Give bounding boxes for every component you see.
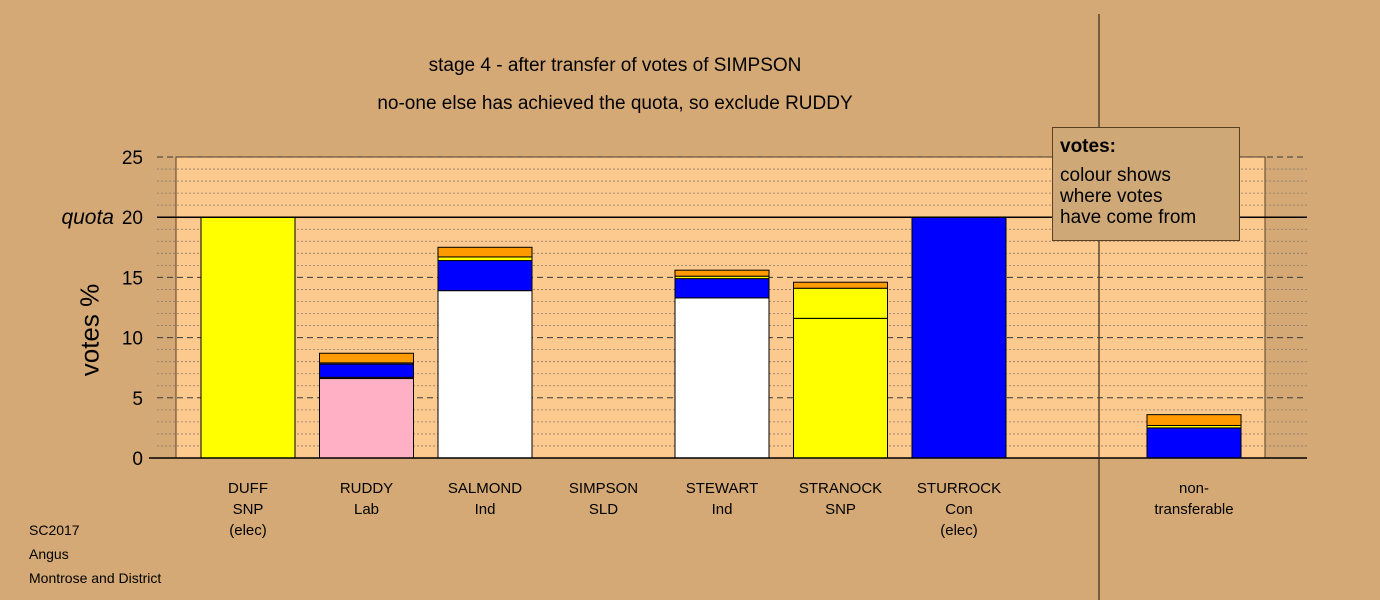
legend-box: votes: colour shows where votes have com… <box>1052 127 1240 241</box>
x-tick-label: SNP <box>232 501 264 518</box>
footer-code: SC2017 <box>29 522 80 538</box>
bar-stewart-segment-sld <box>674 269 770 277</box>
bar-salmond-segment-sld <box>437 246 533 258</box>
y-tick-label: 15 <box>122 268 143 289</box>
bar-salmond-segment-con <box>437 260 533 292</box>
bar-stranock-segment-sld <box>793 281 888 289</box>
legend-line: colour shows <box>1060 165 1171 186</box>
footer-council: Angus <box>29 546 69 562</box>
x-tick-label: STURROCK <box>916 480 1002 497</box>
bar-stranock-segment-snp <box>793 317 888 459</box>
legend-line: where votes <box>1060 186 1163 207</box>
label-stranock: STRANOCK SNP <box>781 478 901 520</box>
quota-label: quota <box>61 206 114 229</box>
x-tick-label: Lab <box>353 501 380 518</box>
bar-non-transferable-segment-sld <box>1146 414 1242 426</box>
label-non-transferable: non-transferable <box>1134 478 1254 520</box>
y-tick-label: 5 <box>132 389 143 410</box>
chart-subtitle: no-one else has achieved the quota, so e… <box>377 93 853 114</box>
x-tick-label: non- <box>1178 480 1210 497</box>
y-tick-label: 0 <box>132 449 143 470</box>
label-ruddy: RUDDY Lab <box>307 478 427 520</box>
footer-ward: Montrose and District <box>29 570 162 586</box>
bar-stewart-segment-ind <box>674 297 770 459</box>
bar-salmond-segment-ind <box>437 290 533 459</box>
bar-duff-segment-snp <box>200 216 296 459</box>
chart-title: stage 4 - after transfer of votes of SIM… <box>428 55 802 76</box>
legend-title: votes: <box>1060 136 1116 157</box>
bars <box>200 216 1242 459</box>
bar-stranock-segment-snp <box>793 287 888 319</box>
bar-ruddy-segment-lab <box>319 378 414 459</box>
y-axis-label: votes % <box>74 283 105 377</box>
y-tick-label: 25 <box>122 148 143 169</box>
y-tick-label: 10 <box>122 329 143 350</box>
x-tick-label: SALMOND <box>447 480 523 497</box>
x-tick-label: Ind <box>474 501 496 518</box>
label-simpson: SIMPSON SLD <box>544 478 664 520</box>
legend-line: have come from <box>1060 207 1197 228</box>
y-tick-labels: 0 5 10 15 20 25 quota <box>61 148 143 470</box>
x-tick-label: DUFF <box>228 480 268 497</box>
x-tick-label: transferable <box>1154 501 1234 518</box>
bar-ruddy-segment-sld <box>319 352 414 364</box>
x-tick-label: (elec) <box>940 522 978 539</box>
label-duff: DUFF SNP (elec) <box>188 478 308 541</box>
bar-non-transferable-segment-con <box>1146 427 1242 459</box>
x-tick-label: Con <box>945 501 973 518</box>
y-tick-label: 20 <box>122 208 143 229</box>
bar-stewart-segment-con <box>674 278 770 299</box>
label-stewart: STEWART Ind <box>662 478 782 520</box>
x-tick-label: STRANOCK <box>798 480 883 497</box>
x-tick-label: RUDDY <box>339 480 394 497</box>
x-tick-label: (elec) <box>229 522 267 539</box>
x-tick-label: STEWART <box>685 480 759 497</box>
x-tick-label: Ind <box>711 501 733 518</box>
label-salmond: SALMOND Ind <box>425 478 545 520</box>
label-sturrock: STURROCK Con (elec) <box>899 478 1019 541</box>
bar-salmond-segment-snp <box>437 256 533 262</box>
x-tick-label: SNP <box>825 501 856 518</box>
x-tick-label: SIMPSON <box>568 480 639 497</box>
bar-sturrock-segment-con <box>911 216 1007 459</box>
x-tick-label: SLD <box>588 501 619 518</box>
bar-ruddy-segment-con <box>319 363 414 378</box>
